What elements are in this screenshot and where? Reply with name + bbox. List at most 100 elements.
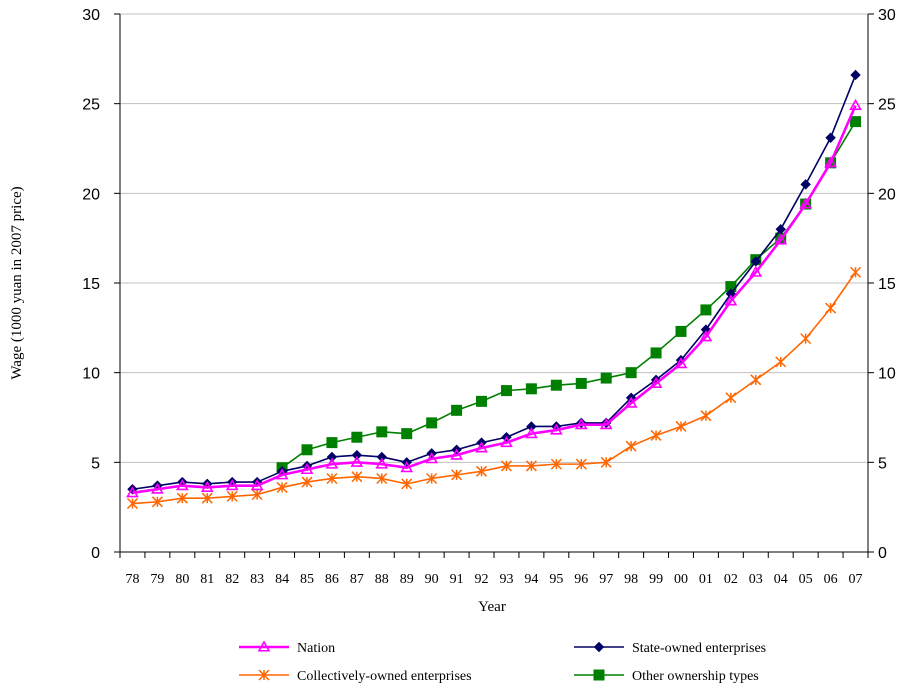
data-point — [326, 472, 338, 485]
data-point — [600, 372, 612, 384]
data-point — [649, 376, 663, 388]
data-point — [400, 461, 414, 473]
data-point — [799, 197, 813, 209]
data-point — [301, 444, 313, 456]
data-point — [600, 456, 612, 468]
data-point — [650, 429, 662, 441]
data-point — [625, 440, 637, 452]
data-point — [401, 428, 413, 440]
y-tick-label-left: 20 — [82, 186, 100, 203]
legend-marker — [593, 669, 605, 681]
legend-item: State-owned enterprises — [574, 641, 766, 656]
data-point — [325, 457, 339, 469]
data-point — [825, 302, 837, 314]
data-point — [126, 498, 138, 510]
y-tick-label-left: 5 — [91, 455, 100, 472]
x-tick-label: 93 — [499, 572, 513, 587]
data-point — [725, 288, 737, 299]
y-tick-label-right: 15 — [878, 276, 896, 293]
x-tick-label: 79 — [150, 572, 164, 587]
data-point — [226, 490, 238, 502]
x-tick-label: 99 — [649, 572, 663, 587]
data-point — [351, 471, 363, 483]
series-state-owned-enterprises — [127, 69, 861, 495]
data-point — [525, 383, 537, 395]
data-point — [800, 179, 811, 190]
y-tick-label-right: 20 — [878, 186, 896, 203]
legend-marker — [257, 640, 271, 652]
data-point — [250, 479, 264, 491]
data-point — [475, 441, 488, 453]
data-point — [201, 492, 213, 504]
data-point — [450, 448, 463, 460]
x-tick-label: 02 — [724, 572, 738, 587]
series-nation — [126, 98, 862, 498]
data-point — [749, 265, 763, 277]
y-axis-title: Wage (1000 yuan in 2007 price) — [9, 186, 25, 379]
legend-marker — [258, 669, 270, 681]
data-point — [176, 492, 188, 504]
data-point — [675, 325, 687, 337]
series-collectively-owned-enterprises — [126, 266, 862, 510]
data-point — [750, 374, 762, 386]
data-point — [624, 396, 638, 408]
data-point — [151, 496, 163, 508]
x-tick-label: 00 — [674, 572, 688, 587]
data-point — [800, 333, 812, 345]
data-point — [525, 460, 537, 472]
x-tick-label: 05 — [799, 572, 813, 587]
x-tick-label: 89 — [400, 572, 414, 587]
series-line — [281, 121, 857, 469]
legend: Nation State-owned enterprises Collectivel… — [239, 640, 766, 684]
x-tick-label: 90 — [425, 572, 439, 587]
data-point — [276, 481, 288, 493]
data-point — [725, 392, 737, 404]
legend-label: Nation — [297, 641, 335, 656]
y-tick-label-left: 0 — [91, 545, 100, 562]
data-point — [500, 460, 512, 472]
data-point — [850, 116, 862, 128]
data-point — [351, 431, 363, 443]
gridlines — [120, 13, 868, 463]
data-point — [724, 294, 738, 306]
series-line — [132, 104, 857, 495]
data-point — [574, 418, 588, 430]
y-tick-label-left: 30 — [82, 7, 100, 24]
data-point — [300, 462, 314, 475]
legend-item: Collectively-owned enterprises — [239, 669, 472, 684]
data-point — [549, 423, 563, 435]
data-point — [526, 421, 537, 432]
data-point — [451, 404, 463, 416]
legend-marker — [593, 641, 605, 653]
x-tick-label: 87 — [350, 572, 364, 587]
data-point — [350, 455, 364, 467]
data-point — [426, 472, 438, 485]
x-tick-label: 78 — [125, 572, 139, 587]
data-point — [775, 356, 787, 368]
data-point — [376, 426, 388, 438]
x-tick-label: 80 — [175, 572, 189, 587]
y-tick-label-right: 30 — [878, 7, 896, 24]
data-point — [825, 132, 836, 143]
data-point — [476, 395, 488, 407]
x-tick-label: 83 — [250, 572, 264, 587]
data-point — [550, 379, 562, 391]
data-point — [650, 347, 662, 359]
x-tick-label: 04 — [774, 572, 788, 587]
data-point — [476, 465, 488, 477]
data-point — [699, 330, 713, 342]
data-point — [575, 458, 587, 470]
data-point — [301, 476, 313, 488]
data-point — [401, 478, 413, 490]
data-point — [850, 69, 861, 81]
y-tick-label-left: 10 — [82, 366, 100, 383]
x-tick-label: 96 — [574, 572, 588, 587]
data-point — [849, 98, 862, 111]
x-tick-label: 84 — [275, 572, 289, 587]
data-point — [824, 156, 837, 168]
x-tick-label: 85 — [300, 572, 314, 587]
y-axis-left-ticks: 0 5 10 15 20 25 30 — [82, 7, 120, 562]
data-point — [599, 418, 613, 430]
data-point — [275, 468, 289, 480]
data-point — [326, 451, 338, 463]
